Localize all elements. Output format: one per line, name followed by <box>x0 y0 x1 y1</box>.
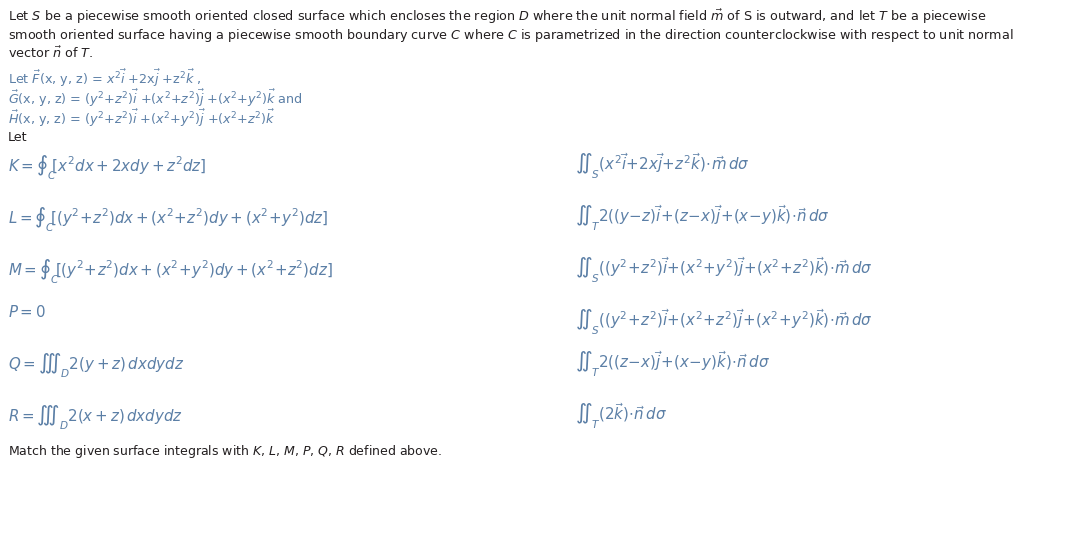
Text: smooth oriented surface having a piecewise smooth boundary curve $C$ where $C$ i: smooth oriented surface having a piecewi… <box>8 27 1014 44</box>
Text: $\iint_S ((y^2\!+\!z^2)\vec{i}\!+\!(x^2\!+\!z^2)\vec{j}\!+\!(x^2\!+\!y^2)\vec{k}: $\iint_S ((y^2\!+\!z^2)\vec{i}\!+\!(x^2\… <box>575 307 873 336</box>
Text: Match the given surface integrals with $K$, $L$, $M$, $P$, $Q$, $R$ defined abov: Match the given surface integrals with $… <box>8 443 443 460</box>
Text: $L = \oint_C \![(y^2\!+\!z^2)dx+(x^2\!+\!z^2)dy+(x^2\!+\!y^2)dz]$: $L = \oint_C \![(y^2\!+\!z^2)dx+(x^2\!+\… <box>8 205 328 234</box>
Text: vector $\vec{n}$ of $T$.: vector $\vec{n}$ of $T$. <box>8 46 93 61</box>
Text: $\vec{G}$(x, y, z) = $(y^2$+$z^2)\vec{i}$ +$(x^2$+$z^2)\vec{j}$ +$(x^2$+$y^2)\ve: $\vec{G}$(x, y, z) = $(y^2$+$z^2)\vec{i}… <box>8 88 303 109</box>
Text: $\iint_T 2((z\!-\!x)\vec{j}\!+\!(x\!-\!y)\vec{k})\!\cdot\!\vec{n}\,d\sigma$: $\iint_T 2((z\!-\!x)\vec{j}\!+\!(x\!-\!y… <box>575 349 770 378</box>
Text: Let: Let <box>8 131 28 144</box>
Text: $\vec{H}$(x, y, z) = $(y^2$+$z^2)\vec{i}$ +$(x^2$+$y^2)\vec{j}$ +$(x^2$+$z^2)\ve: $\vec{H}$(x, y, z) = $(y^2$+$z^2)\vec{i}… <box>8 108 276 129</box>
Text: $Q = \iiint_D 2(y+z)\,dxdydz$: $Q = \iiint_D 2(y+z)\,dxdydz$ <box>8 351 184 379</box>
Text: $\iint_S (x^2\vec{i}\!+\!2x\vec{j}\!+\!z^2\vec{k})\!\cdot\!\vec{m}\,d\sigma$: $\iint_S (x^2\vec{i}\!+\!2x\vec{j}\!+\!z… <box>575 151 750 181</box>
Text: $M = \oint_C \![(y^2\!+\!z^2)dx+(x^2\!+\!y^2)dy+(x^2\!+\!z^2)dz]$: $M = \oint_C \![(y^2\!+\!z^2)dx+(x^2\!+\… <box>8 257 333 286</box>
Text: Let $\vec{F}$(x, y, z) = $x^2\vec{i}$ +2x$\vec{j}$ +z$^2\vec{k}$ ,: Let $\vec{F}$(x, y, z) = $x^2\vec{i}$ +2… <box>8 68 201 89</box>
Text: $R = \iiint_D 2(x+z)\,dxdydz$: $R = \iiint_D 2(x+z)\,dxdydz$ <box>8 403 183 432</box>
Text: $\iint_S ((y^2\!+\!z^2)\vec{i}\!+\!(x^2\!+\!y^2)\vec{j}\!+\!(x^2\!+\!z^2)\vec{k}: $\iint_S ((y^2\!+\!z^2)\vec{i}\!+\!(x^2\… <box>575 255 873 285</box>
Text: $P = 0$: $P = 0$ <box>8 304 47 320</box>
Text: Let $S$ be a piecewise smooth oriented closed surface which encloses the region : Let $S$ be a piecewise smooth oriented c… <box>8 8 987 26</box>
Text: $\iint_T 2((y\!-\!z)\vec{i}\!+\!(z\!-\!x)\vec{j}\!+\!(x\!-\!y)\vec{k})\!\cdot\!\: $\iint_T 2((y\!-\!z)\vec{i}\!+\!(z\!-\!x… <box>575 203 830 233</box>
Text: $\iint_T (2\vec{k})\!\cdot\!\vec{n}\,d\sigma$: $\iint_T (2\vec{k})\!\cdot\!\vec{n}\,d\s… <box>575 401 668 430</box>
Text: $K = \oint_C \![x^2dx+2xdy+z^2dz]$: $K = \oint_C \![x^2dx+2xdy+z^2dz]$ <box>8 153 207 182</box>
